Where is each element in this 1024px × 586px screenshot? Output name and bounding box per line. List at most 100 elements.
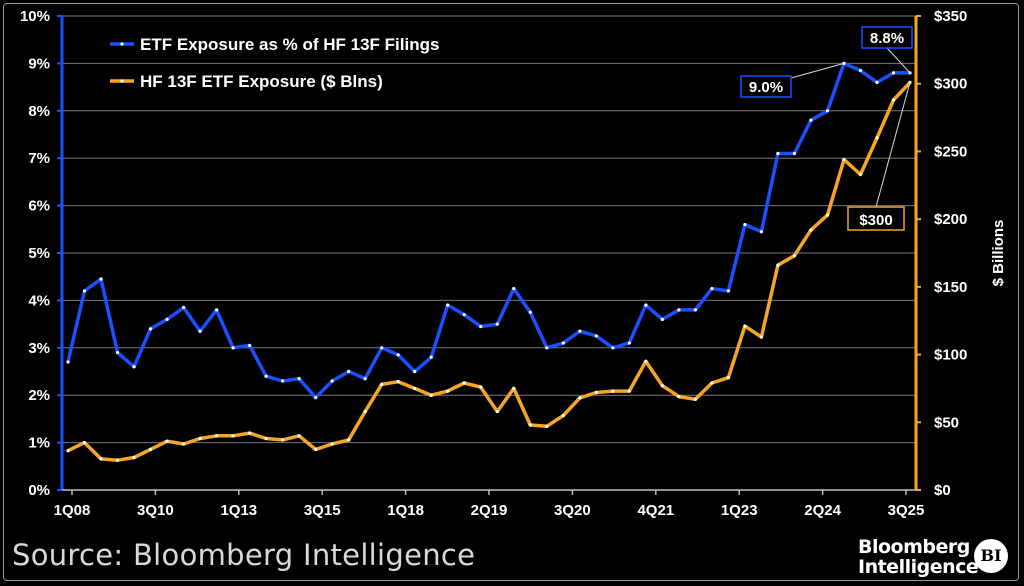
data-point (330, 442, 334, 446)
data-point (214, 434, 219, 438)
data-point (198, 329, 202, 333)
data-point (115, 350, 120, 355)
data-point (627, 389, 631, 393)
data-point (330, 379, 334, 383)
series-line-usd (67, 81, 912, 462)
data-point (380, 346, 384, 350)
annotation-box (847, 206, 905, 231)
data-point (891, 71, 896, 75)
data-point (479, 385, 483, 389)
data-point (693, 397, 697, 401)
data-point (462, 381, 466, 385)
data-point (677, 308, 681, 312)
y-tick-label: 5% (28, 245, 50, 262)
data-point (413, 386, 417, 391)
data-point (363, 409, 367, 414)
data-point (82, 441, 87, 445)
data-point (297, 377, 301, 381)
data-point (611, 389, 615, 393)
data-point (165, 317, 169, 321)
x-tick-label: 1Q08 (54, 502, 91, 519)
data-point (611, 346, 615, 350)
data-point (347, 369, 351, 374)
data-point (693, 308, 697, 312)
data-point (231, 346, 235, 350)
x-tick-label: 3Q25 (888, 502, 925, 519)
y2-tick-label: $0 (934, 482, 951, 499)
legend-marker (120, 42, 124, 46)
x-tick-label: 1Q13 (220, 502, 257, 519)
data-point (660, 317, 664, 321)
data-point (264, 436, 268, 441)
data-point (99, 277, 103, 281)
data-point (726, 375, 730, 380)
data-point (446, 303, 450, 307)
data-point (148, 327, 153, 331)
y-tick-label: 3% (28, 340, 50, 357)
x-tick-label: 3Q10 (137, 502, 174, 519)
y-tick-label: 4% (28, 292, 50, 309)
annotation-leader (875, 82, 911, 208)
data-point (314, 447, 318, 451)
y-tick-label: 8% (28, 103, 50, 120)
data-point (347, 438, 351, 442)
annotation-box (740, 75, 792, 98)
data-point (578, 329, 582, 333)
data-point (710, 286, 714, 291)
data-point (743, 324, 747, 328)
data-point (759, 335, 764, 339)
bi-logo-icon: BI (974, 539, 1008, 573)
y-tick-label: 0% (28, 482, 50, 499)
data-point (66, 360, 70, 364)
data-point (644, 303, 648, 307)
y2-tick-label: $350 (934, 8, 967, 25)
data-point (512, 386, 516, 391)
x-tick-label: 1Q18 (387, 502, 424, 519)
data-point (759, 230, 764, 234)
y-tick-label: 1% (28, 435, 50, 452)
data-point (677, 394, 681, 399)
x-tick-label: 3Q15 (304, 502, 341, 519)
annotation-box (861, 26, 913, 49)
y2-tick-label: $100 (934, 347, 967, 364)
data-point (165, 439, 169, 443)
data-point (66, 449, 70, 453)
data-point (545, 424, 549, 428)
y-tick-label: 10% (20, 8, 50, 25)
x-tick-label: 1Q23 (721, 502, 758, 519)
data-point (281, 438, 285, 442)
annotation-label: 9.0% (749, 79, 783, 96)
data-point (726, 289, 730, 293)
data-point (875, 80, 879, 84)
legend-label: ETF Exposure as % of HF 13F Filings (140, 35, 439, 54)
data-point (181, 305, 186, 310)
data-point (809, 228, 813, 232)
x-tick-label: 4Q21 (637, 502, 674, 519)
data-point (479, 324, 483, 329)
y2-tick-label: $200 (934, 211, 967, 228)
data-point (495, 322, 499, 326)
data-point (132, 455, 136, 460)
data-point (148, 447, 153, 451)
source-note: Source: Bloomberg Intelligence (12, 538, 476, 572)
data-point (792, 254, 797, 258)
data-point (578, 396, 582, 400)
data-point (82, 289, 87, 293)
annotation-leader (790, 62, 845, 79)
data-point (776, 263, 780, 267)
data-point (115, 458, 120, 462)
data-point (842, 61, 846, 65)
data-point (429, 393, 433, 397)
data-point (363, 377, 367, 381)
y2-tick-label: $250 (934, 143, 967, 160)
legend-label: HF 13F ETF Exposure ($ Blns) (140, 72, 383, 91)
data-point (561, 413, 565, 418)
data-point (875, 136, 879, 140)
data-point (710, 381, 714, 385)
data-point (396, 380, 400, 384)
x-tick-label: 2Q24 (804, 502, 841, 519)
annotation-leader (886, 47, 911, 74)
data-point (181, 442, 186, 446)
data-point (627, 341, 631, 345)
